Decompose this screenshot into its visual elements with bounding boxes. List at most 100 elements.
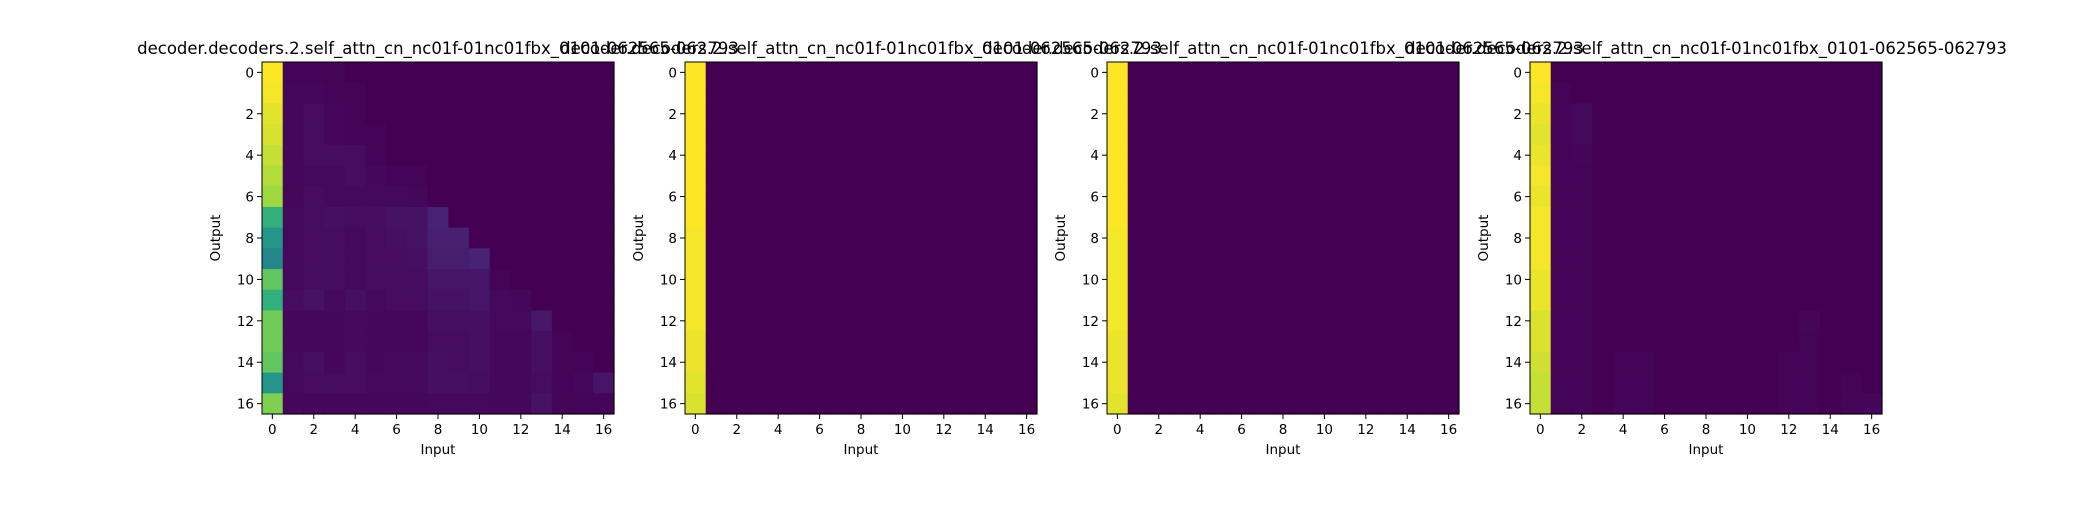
heatmap-cell xyxy=(871,103,893,125)
heatmap-cell xyxy=(1571,351,1593,374)
heatmap-cell xyxy=(551,165,574,187)
heatmap-cell xyxy=(551,206,574,229)
heatmap-cell xyxy=(344,103,367,125)
heatmap-cell xyxy=(1840,248,1862,270)
heatmap-cell xyxy=(1417,206,1439,229)
heatmap-cell xyxy=(282,82,305,105)
x-tick-label: 0 xyxy=(268,422,277,438)
heatmap-cell xyxy=(1127,124,1150,146)
heatmap-cell xyxy=(1231,289,1253,312)
heatmap-cell xyxy=(1592,103,1614,125)
heatmap-cell xyxy=(1293,227,1315,249)
heatmap-cell xyxy=(933,372,955,394)
heatmap-cell xyxy=(1107,248,1129,270)
heatmap-cell xyxy=(912,310,935,332)
heatmap-cell xyxy=(1355,124,1377,146)
x-tick-label: 4 xyxy=(1196,422,1205,438)
heatmap-cell xyxy=(850,103,872,125)
heatmap-cell xyxy=(469,206,491,229)
heatmap-cell xyxy=(303,248,325,270)
heatmap-cell xyxy=(850,289,872,312)
heatmap-cell xyxy=(1231,103,1253,125)
heatmap-cell xyxy=(427,124,449,146)
heatmap-cell xyxy=(995,186,1017,208)
heatmap-cell xyxy=(850,269,872,291)
heatmap-cell xyxy=(829,165,852,187)
heatmap-cell xyxy=(1127,144,1150,167)
heatmap-cell xyxy=(767,393,790,415)
heatmap-cell xyxy=(1148,186,1170,208)
heatmap-cell xyxy=(1674,393,1697,415)
heatmap-cell xyxy=(892,186,914,208)
chart-title: decoder.decoders.2.self_attn_cn_nc01f-01… xyxy=(560,39,1162,59)
y-tick-label: 14 xyxy=(237,355,254,371)
y-tick-label: 4 xyxy=(1513,148,1522,164)
heatmap-cell xyxy=(386,289,408,312)
heatmap-cell xyxy=(1550,206,1573,229)
heatmap-cell xyxy=(1334,248,1357,270)
heatmap-cell xyxy=(1169,248,1191,270)
heatmap-cell xyxy=(1550,269,1573,291)
heatmap-cell xyxy=(1231,269,1253,291)
heatmap-cell xyxy=(1612,227,1635,249)
heatmap-cell xyxy=(1231,144,1253,167)
heatmap-cell xyxy=(767,331,790,353)
heatmap-cell xyxy=(892,82,914,105)
heatmap-cell xyxy=(551,144,574,167)
heatmap-cell xyxy=(1355,331,1377,353)
heatmap-cell xyxy=(726,331,748,353)
heatmap-cell xyxy=(448,248,470,270)
heatmap-cell xyxy=(1417,82,1439,105)
heatmap-cell xyxy=(1231,372,1253,394)
heatmap-cell xyxy=(1231,351,1253,374)
heatmap-cell xyxy=(572,248,594,270)
heatmap-cell xyxy=(1571,248,1593,270)
heatmap-cell xyxy=(1840,186,1862,208)
heatmap-cell xyxy=(1438,165,1460,187)
heatmap-cell xyxy=(1355,165,1377,187)
heatmap-cell xyxy=(1417,124,1439,146)
heatmap-cell xyxy=(386,351,408,374)
x-tick-label: 14 xyxy=(554,422,571,438)
heatmap-cell xyxy=(1861,393,1883,415)
heatmap-cell xyxy=(262,186,284,208)
heatmap-cells xyxy=(1530,62,1883,415)
heatmap-cell xyxy=(1550,227,1573,249)
heatmap-cell xyxy=(282,269,305,291)
heatmap-cell xyxy=(1819,186,1842,208)
heatmap-cell xyxy=(365,165,387,187)
heatmap-cell xyxy=(1231,331,1253,353)
heatmap-cell xyxy=(1654,103,1676,125)
heatmap-cell xyxy=(469,62,491,84)
heatmap-cell xyxy=(747,289,769,312)
heatmap-cell xyxy=(1861,331,1883,353)
heatmap-cell xyxy=(995,227,1017,249)
heatmap-cell xyxy=(282,289,305,312)
heatmap-cell xyxy=(767,289,790,312)
heatmap-cell xyxy=(1716,206,1738,229)
heatmap-cell xyxy=(912,248,935,270)
heatmap-cell xyxy=(1633,372,1655,394)
heatmap-cell xyxy=(954,351,976,374)
heatmap-cell xyxy=(531,310,553,332)
heatmap-cell xyxy=(1396,372,1419,394)
heatmap-cell xyxy=(1819,310,1842,332)
heatmap-cell xyxy=(303,331,325,353)
heatmap-cell xyxy=(406,144,429,167)
heatmap-cell xyxy=(1148,248,1170,270)
heatmap-cell xyxy=(1612,124,1635,146)
heatmap-cell xyxy=(1819,206,1842,229)
heatmap-cell xyxy=(933,248,955,270)
heatmap-cell xyxy=(406,227,429,249)
heatmap-cell xyxy=(427,289,449,312)
heatmap-cell xyxy=(1530,227,1552,249)
heatmap-cell xyxy=(1396,206,1419,229)
heatmap-cell xyxy=(685,144,707,167)
heatmap-cell xyxy=(572,82,594,105)
heatmap-cell xyxy=(510,144,532,167)
heatmap-cell xyxy=(303,144,325,167)
heatmap-cell xyxy=(1737,227,1759,249)
heatmap-cell xyxy=(954,310,976,332)
heatmap-cell xyxy=(1592,186,1614,208)
y-tick-label: 12 xyxy=(660,314,677,330)
